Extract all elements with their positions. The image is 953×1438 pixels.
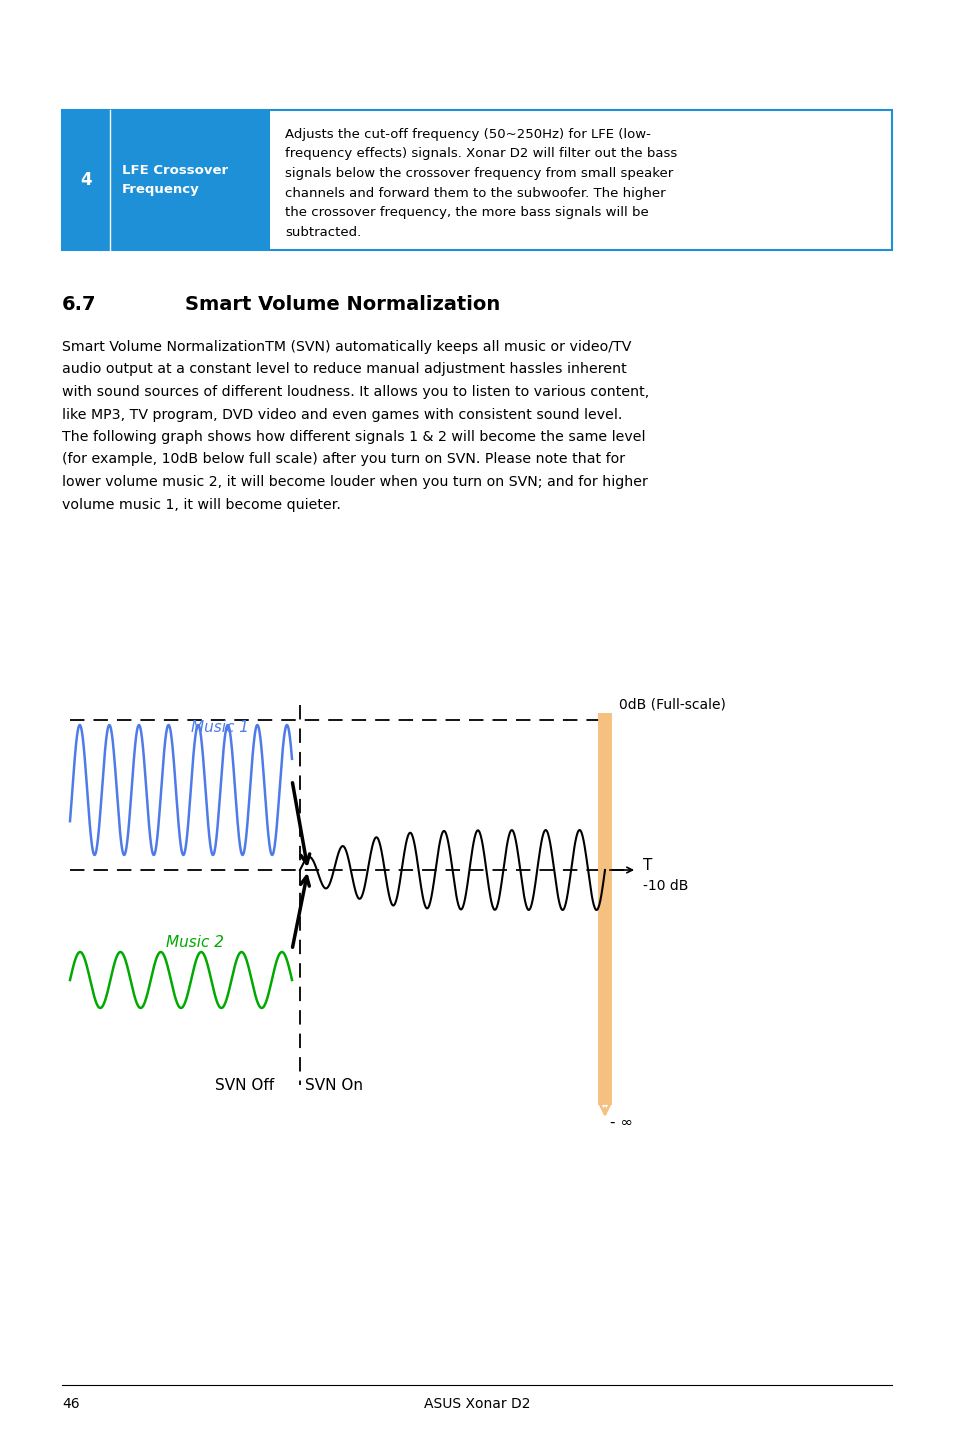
Text: 0dB (Full-scale): 0dB (Full-scale): [618, 697, 725, 712]
Text: Music 1: Music 1: [191, 720, 249, 735]
Text: -10 dB: -10 dB: [642, 879, 688, 893]
Text: SVN On: SVN On: [305, 1078, 363, 1093]
Text: Smart Volume NormalizationTM (SVN) automatically keeps all music or video/TV: Smart Volume NormalizationTM (SVN) autom…: [62, 339, 631, 354]
Text: (for example, 10dB below full scale) after you turn on SVN. Please note that for: (for example, 10dB below full scale) aft…: [62, 453, 624, 466]
Text: the crossover frequency, the more bass signals will be: the crossover frequency, the more bass s…: [285, 206, 648, 219]
Bar: [62, 109, 891, 250]
Text: lower volume music 2, it will become louder when you turn on SVN; and for higher: lower volume music 2, it will become lou…: [62, 475, 647, 489]
Text: T: T: [642, 857, 652, 873]
Text: Adjusts the cut-off frequency (50~250Hz) for LFE (low-: Adjusts the cut-off frequency (50~250Hz)…: [285, 128, 650, 141]
Text: subtracted.: subtracted.: [285, 226, 361, 239]
Text: 6.7: 6.7: [62, 295, 96, 313]
Text: Music 2: Music 2: [166, 935, 224, 951]
Text: like MP3, TV program, DVD video and even games with consistent sound level.: like MP3, TV program, DVD video and even…: [62, 407, 621, 421]
Text: with sound sources of different loudness. It allows you to listen to various con: with sound sources of different loudness…: [62, 385, 649, 398]
Text: frequency effects) signals. Xonar D2 will filter out the bass: frequency effects) signals. Xonar D2 wil…: [285, 148, 677, 161]
Text: ASUS Xonar D2: ASUS Xonar D2: [423, 1396, 530, 1411]
Text: Frequency: Frequency: [122, 184, 199, 197]
Text: The following graph shows how different signals 1 & 2 will become the same level: The following graph shows how different …: [62, 430, 645, 444]
Text: 4: 4: [80, 171, 91, 188]
Text: volume music 1, it will become quieter.: volume music 1, it will become quieter.: [62, 498, 340, 512]
Text: 46: 46: [62, 1396, 79, 1411]
Text: signals below the crossover frequency from small speaker: signals below the crossover frequency fr…: [285, 167, 673, 180]
Text: Smart Volume Normalization: Smart Volume Normalization: [185, 295, 499, 313]
Text: channels and forward them to the subwoofer. The higher: channels and forward them to the subwoof…: [285, 187, 665, 200]
Text: SVN Off: SVN Off: [215, 1078, 274, 1093]
Text: LFE Crossover: LFE Crossover: [122, 164, 228, 177]
Bar: [62, 109, 110, 250]
Text: audio output at a constant level to reduce manual adjustment hassles inherent: audio output at a constant level to redu…: [62, 362, 626, 377]
Text: - ∞: - ∞: [609, 1114, 633, 1130]
Bar: [110, 109, 270, 250]
